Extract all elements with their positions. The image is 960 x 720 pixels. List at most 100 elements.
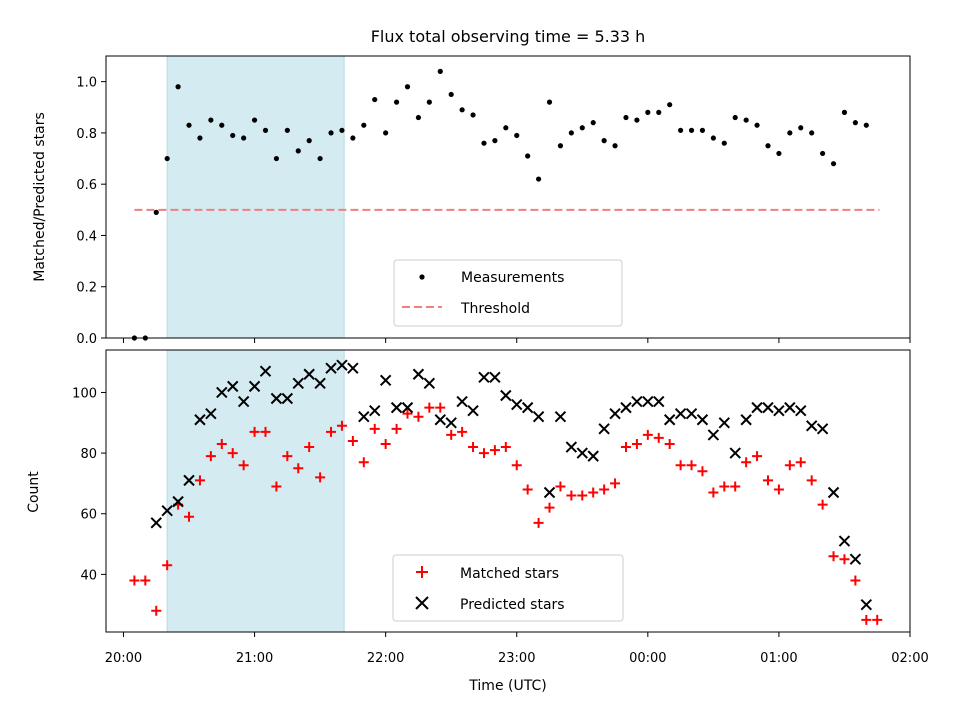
predicted-star-point [773,404,785,417]
predicted-star-point [500,389,512,402]
matched-star-point [205,451,216,462]
predicted-star-point [827,486,840,499]
measurement-point [153,209,159,215]
matched-star-point [489,445,500,456]
measurement-point [809,130,815,136]
measurement-point [634,117,640,123]
top-y-axis-label: Matched/Predicted stars [32,112,48,282]
predicted-star-point [412,368,425,380]
measurement-point [284,127,290,133]
bottom-x-axis-ticks: 20:00 21:00 22:00 23:00 00:00 01:00 02:00 [105,632,929,666]
matched-star-point [631,439,642,449]
measurement-point [546,99,553,105]
measurement-point [339,127,345,133]
matched-star-point [533,517,544,528]
matched-star-point [238,460,249,471]
predicted-star-point [532,411,545,423]
top-legend-box [393,259,623,327]
measurement-point [208,117,214,123]
predicted-star-point [554,411,567,423]
measurement-point [798,125,804,131]
matched-star-point [129,575,140,586]
measurement-point [568,130,574,136]
measurement-point [612,143,618,149]
predicted-star-point [784,401,796,414]
predicted-star-point [653,395,665,408]
matched-star-point [610,478,621,489]
x-tick-label: 02:00 [891,651,928,666]
predicted-star-point [467,404,479,417]
matched-star-point [817,499,828,510]
predicted-star-point [478,371,490,383]
measurement-point [164,155,170,162]
predicted-star-point [489,371,501,383]
matched-star-point [293,463,304,474]
matched-star-point [686,460,697,471]
measurement-point [721,140,727,146]
bottom-legend: Matched stars Predicted stars [392,554,624,622]
matched-star-point [140,575,151,586]
matched-star-point [435,402,446,413]
measurement-point [743,117,749,123]
measurement-point [251,117,258,123]
legend-measurements-marker [419,274,425,280]
top-y-tick-label: 0.2 [76,281,97,296]
matched-star-point [271,481,282,492]
predicted-stars-points [150,359,873,611]
predicted-star-point [740,414,752,426]
measurement-point [503,125,509,131]
matched-star-point [162,560,173,571]
measurement-point [317,155,323,162]
measurement-point [557,143,564,149]
measurement-point [175,84,181,90]
measurement-point [688,127,695,133]
predicted-star-point [270,392,283,405]
matched-star-point [752,451,763,462]
measurement-point [273,155,280,162]
predicted-star-point [401,401,414,414]
matched-star-point [380,439,391,449]
measurement-point [459,107,465,113]
matched-star-point [773,484,784,495]
top-axes-frame [105,55,911,339]
matched-star-point [151,605,162,616]
measurement-point [262,127,269,133]
predicted-star-point [838,535,851,547]
predicted-star-point [521,401,534,414]
top-y-tick-label: 1.0 [76,76,97,91]
predicted-star-point [805,420,818,432]
bottom-y-tick-label: 40 [80,568,97,583]
measurement-point [787,130,793,136]
bottom-observing-window [166,349,345,633]
x-tick-label: 00:00 [629,651,666,666]
matched-star-point [599,484,610,495]
predicted-star-point [336,359,348,371]
predicted-star-point [248,380,261,393]
predicted-star-point [347,362,359,374]
measurement-point [645,109,651,115]
measurement-point [623,114,629,121]
bottom-panel: 40 60 80 100 20:00 21:00 22:00 23:00 00:00 01:00… [26,349,929,694]
matched-star-point [620,442,631,453]
matched-star-point [697,466,708,477]
predicted-star-point [543,486,556,499]
measurement-points [131,68,869,341]
predicted-star-point [642,395,654,408]
predicted-star-point [762,401,774,414]
predicted-star-point [456,395,468,408]
measurement-point [404,84,411,90]
predicted-star-point [205,407,217,420]
predicted-star-point [663,414,676,426]
x-tick-label: 01:00 [760,651,797,666]
predicted-star-point [674,407,687,420]
predicted-star-point [565,441,578,453]
predicted-star-point [216,386,228,399]
matched-star-point [413,411,424,422]
measurement-point [710,135,716,141]
matched-star-point [795,457,806,468]
matched-star-point [304,442,315,453]
measurement-point [197,135,203,141]
measurement-point [328,130,334,136]
predicted-star-point [423,377,436,390]
